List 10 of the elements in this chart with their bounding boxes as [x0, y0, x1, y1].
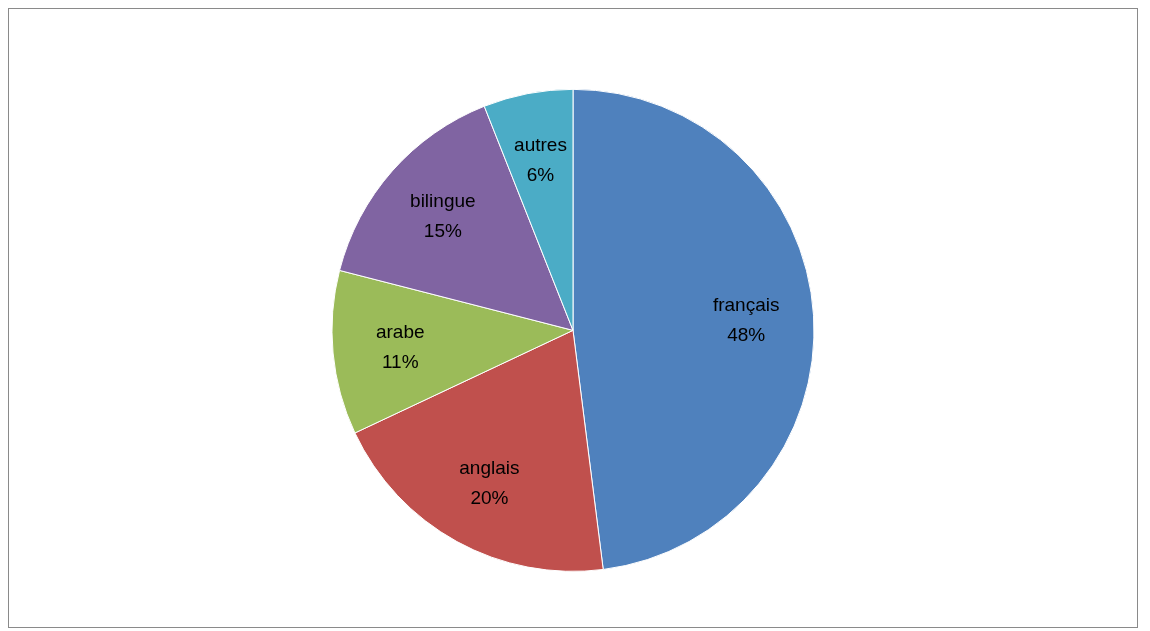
data-label: 6%	[526, 164, 555, 186]
data-label: 15%	[423, 220, 462, 242]
slice-label: français	[712, 293, 780, 315]
data-label: 20%	[470, 486, 509, 508]
slice-label: bilingue	[410, 190, 476, 212]
data-label: 11%	[381, 351, 419, 373]
slice-label: arabe	[375, 321, 425, 343]
slice-label: anglais	[459, 456, 520, 478]
data-label: 48%	[727, 323, 766, 345]
slice-label: autres	[514, 134, 567, 156]
